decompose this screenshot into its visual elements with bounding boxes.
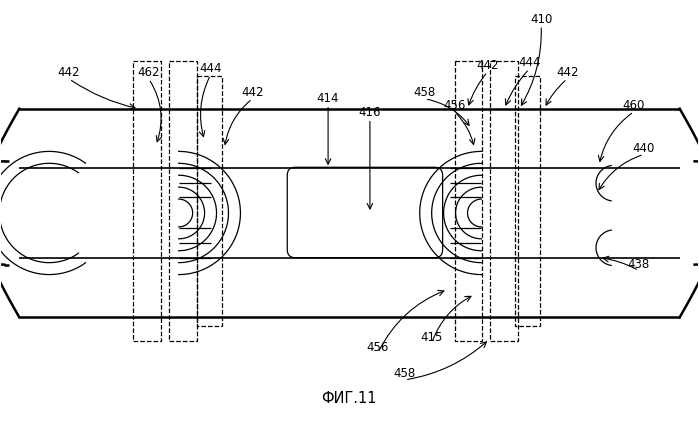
Text: 444: 444 — [518, 56, 540, 69]
Text: ФИГ.11: ФИГ.11 — [322, 391, 377, 406]
Text: 458: 458 — [414, 86, 435, 99]
Text: 460: 460 — [623, 99, 645, 112]
Text: 442: 442 — [241, 86, 264, 99]
Bar — [515, 76, 540, 326]
Text: 415: 415 — [421, 330, 443, 344]
Text: 442: 442 — [476, 59, 498, 72]
Text: 456: 456 — [443, 99, 466, 112]
Text: 456: 456 — [367, 341, 389, 354]
Bar — [133, 61, 161, 341]
Text: 462: 462 — [138, 67, 160, 80]
Text: 458: 458 — [394, 368, 416, 381]
Text: 414: 414 — [317, 92, 339, 105]
Bar — [491, 61, 519, 341]
Bar — [454, 61, 482, 341]
Text: 444: 444 — [199, 62, 222, 75]
Text: 416: 416 — [359, 106, 381, 119]
Text: 438: 438 — [628, 258, 650, 271]
Text: 442: 442 — [58, 67, 80, 80]
Bar — [196, 76, 222, 326]
Text: 442: 442 — [556, 67, 578, 80]
Text: 440: 440 — [633, 142, 655, 155]
Text: 410: 410 — [530, 13, 552, 26]
Bar — [168, 61, 196, 341]
